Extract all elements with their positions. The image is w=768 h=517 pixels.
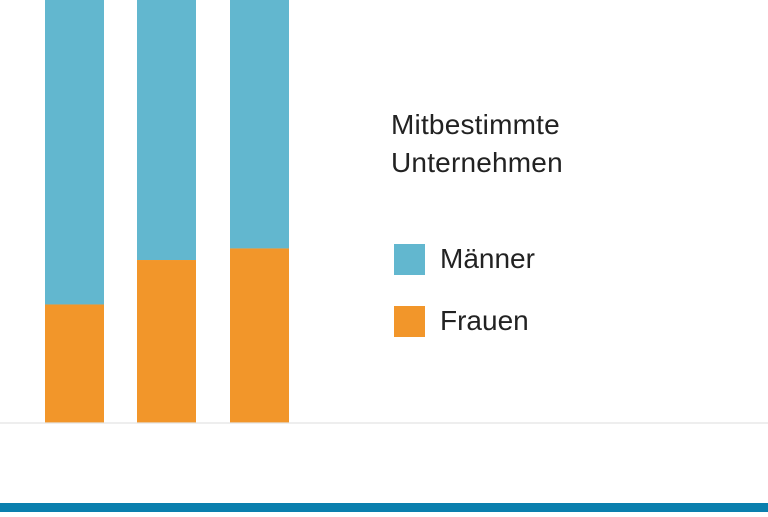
bar-segment-frauen-3: [230, 248, 289, 423]
legend-title: Mitbestimmte Unternehmen: [391, 106, 731, 182]
bars-layer: [45, 0, 289, 423]
legend-swatch-frauen: [394, 305, 425, 337]
bar-segment-maenner-3: [230, 0, 289, 249]
legend-item-frauen: Frauen: [394, 305, 529, 337]
bar-segment-frauen-1: [45, 304, 104, 423]
bar-segment-maenner-1: [45, 0, 104, 305]
legend-swatch-maenner: [394, 243, 425, 275]
legend-title-line-1: Mitbestimmte: [391, 109, 560, 140]
legend-label-frauen: Frauen: [440, 305, 529, 336]
bar-segment-frauen-2: [137, 260, 196, 423]
legend-title-line-2: Unternehmen: [391, 147, 563, 178]
bottom-accent-band: [0, 503, 768, 512]
bar-segment-maenner-2: [137, 0, 196, 261]
legend-label-maenner: Männer: [440, 243, 535, 274]
legend-item-maenner: Männer: [394, 243, 535, 275]
